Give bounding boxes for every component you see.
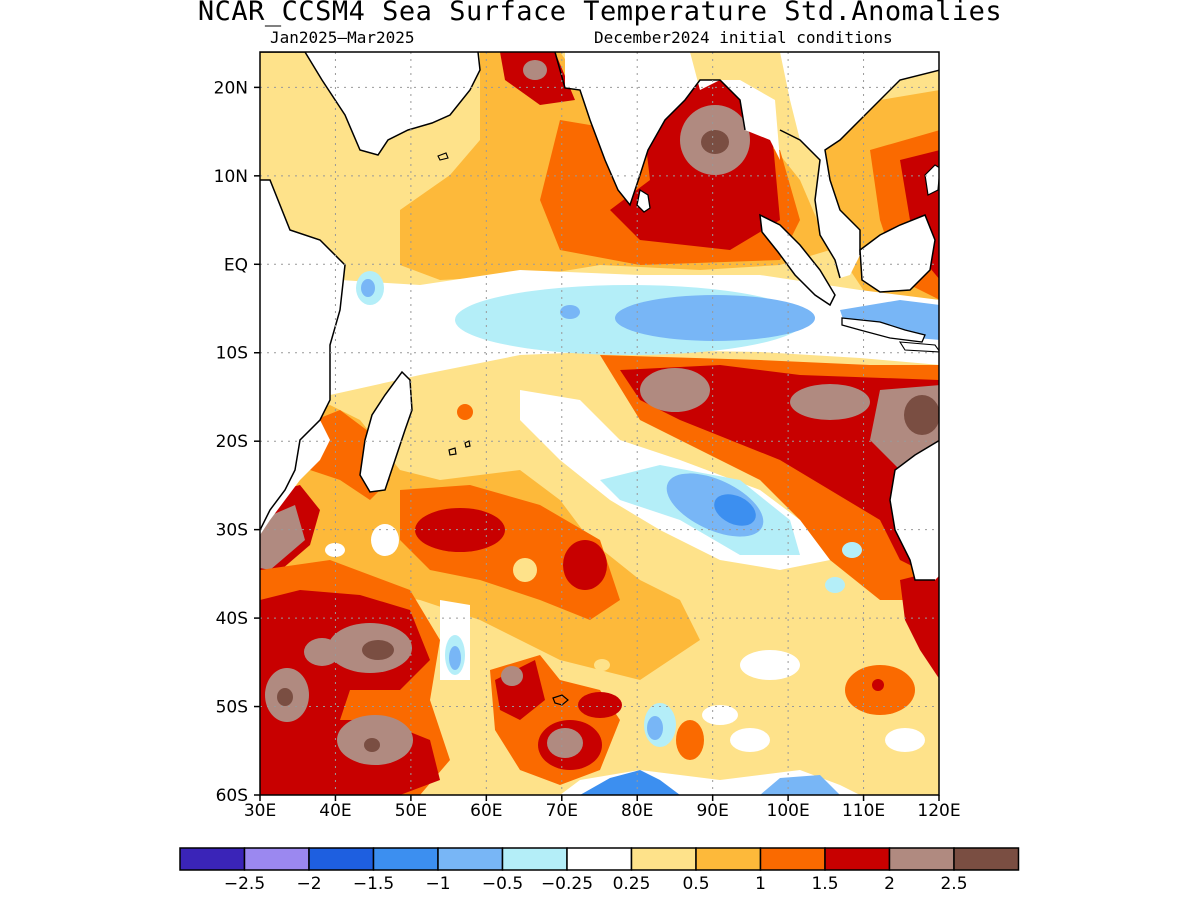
lat-label: 60S [216, 786, 248, 806]
lat-label: 20S [216, 432, 248, 452]
lat-label: 40S [216, 609, 248, 629]
colorbar-label: −1.5 [353, 874, 394, 894]
colorbar-swatch [437, 847, 504, 871]
colorbar-label: −1 [425, 874, 450, 894]
colorbar-swatch [695, 847, 762, 871]
colorbar-label: 2 [884, 874, 895, 894]
colorbar-label: 2.5 [940, 874, 967, 894]
colorbar: −2.5 −2 −1.5 −1 −0.5 −0.25 0.25 0.5 1 1.5 2 2.5 [179, 847, 1020, 894]
map-title: NCAR_CCSM4 Sea Surface Temperature Std.A… [197, 0, 1003, 27]
colorbar-swatch [824, 847, 891, 871]
lat-label: 10N [214, 167, 248, 187]
lon-label: 100E [767, 801, 810, 821]
colorbar-swatch [759, 847, 826, 871]
colorbar-label: −0.5 [482, 874, 523, 894]
map-frame [259, 51, 940, 796]
colorbar-swatch [888, 847, 955, 871]
lat-label: EQ [224, 255, 248, 275]
colorbar-label: −2 [296, 874, 321, 894]
lon-label: 120E [917, 801, 960, 821]
initial-conditions: December2024 initial conditions [594, 28, 893, 47]
lon-label: 30E [244, 801, 276, 821]
lat-label: 30S [216, 521, 248, 541]
lon-label: 80E [621, 801, 653, 821]
colorbar-swatch [953, 847, 1020, 871]
colorbar-label: 0.5 [682, 874, 709, 894]
colorbar-label: −2.5 [224, 874, 265, 894]
lat-label: 10S [216, 344, 248, 364]
colorbar-swatch [566, 847, 633, 871]
colorbar-swatch [179, 847, 246, 871]
lon-label: 70E [546, 801, 578, 821]
colorbar-label: 1 [755, 874, 766, 894]
colorbar-label: 0.25 [613, 874, 651, 894]
lon-label: 90E [696, 801, 728, 821]
colorbar-label: 1.5 [811, 874, 838, 894]
longitude-labels: 30E 40E 50E 60E 70E 80E 90E 100E 110E 120E [244, 795, 961, 821]
lon-label: 60E [470, 801, 502, 821]
lon-label: 40E [319, 801, 351, 821]
colorbar-swatch [501, 847, 568, 871]
latitude-labels: 20N 10N EQ 10S 20S 30S 40S 50S 60S [214, 78, 260, 806]
lon-label: 50E [395, 801, 427, 821]
lon-label: 110E [842, 801, 885, 821]
colorbar-swatch [308, 847, 375, 871]
colorbar-swatch [630, 847, 697, 871]
lat-label: 50S [216, 698, 248, 718]
colorbar-swatch [243, 847, 310, 871]
graticule [260, 52, 939, 795]
anomaly-field [260, 52, 939, 795]
colorbar-swatch [372, 847, 439, 871]
forecast-period: Jan2025–Mar2025 [270, 28, 415, 47]
lat-label: 20N [214, 78, 248, 98]
colorbar-label: −0.25 [541, 874, 593, 894]
